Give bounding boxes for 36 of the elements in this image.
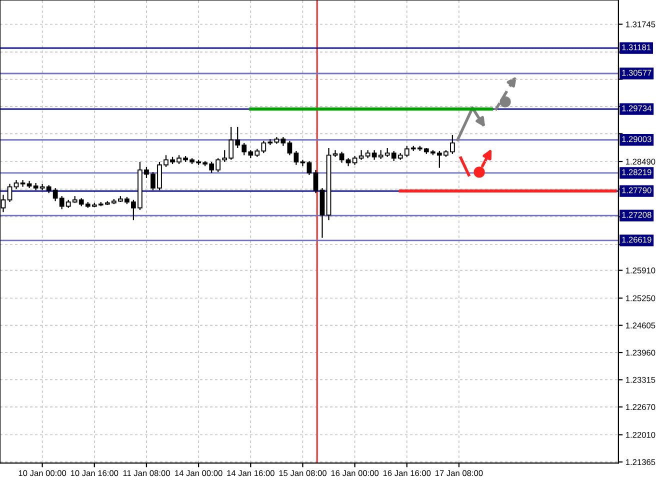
candlestick xyxy=(287,140,292,156)
x-tick-label: 10 Jan 16:00 xyxy=(70,470,118,476)
candlestick xyxy=(7,183,12,203)
ref-line-label: 1.29734 xyxy=(622,105,652,112)
ref-line-label: 1.27208 xyxy=(622,212,652,218)
x-tick-label: 16 Jan 00:00 xyxy=(331,470,379,476)
x-tick-label: 17 Jan 08:00 xyxy=(436,470,483,476)
ref-line-label: 1.30577 xyxy=(622,70,652,76)
ref-line-label: 1.28219 xyxy=(622,169,652,176)
x-tick-label: 14 Jan 16:00 xyxy=(227,470,274,476)
x-tick-label: 14 Jan 00:00 xyxy=(175,470,222,476)
y-tick-label: 1.25910 xyxy=(626,268,656,274)
y-tick-label: 1.25250 xyxy=(626,295,656,302)
ref-line-label: 1.31181 xyxy=(622,44,651,50)
y-tick-label: 1.24605 xyxy=(626,322,656,328)
candlestick xyxy=(20,180,26,188)
ref-line-label: 1.29003 xyxy=(622,136,652,142)
y-tick-label: 1.28490 xyxy=(626,158,656,165)
y-tick-label: 1.23960 xyxy=(626,350,656,356)
candlestick xyxy=(313,169,318,194)
candlestick xyxy=(358,150,364,160)
candlestick xyxy=(332,150,338,158)
x-tick-label: 16 Jan 16:00 xyxy=(383,470,431,476)
y-tick-label: 1.31745 xyxy=(626,21,656,28)
y-tick-label: 1.23315 xyxy=(626,376,656,383)
x-tick-label: 10 Jan 00:00 xyxy=(18,470,66,476)
y-tick-label: 1.21365 xyxy=(626,459,656,466)
candlestick xyxy=(306,160,312,176)
y-tick-label: 1.22670 xyxy=(626,404,656,410)
ref-line-label: 1.27790 xyxy=(622,187,652,194)
y-tick-label: 1.22010 xyxy=(626,432,656,438)
x-tick-label: 11 Jan 08:00 xyxy=(123,470,170,476)
candlestick xyxy=(294,150,299,166)
candlestick xyxy=(339,151,344,164)
ref-line-label: 1.26619 xyxy=(622,236,652,243)
x-tick-label: 15 Jan 08:00 xyxy=(279,470,326,476)
